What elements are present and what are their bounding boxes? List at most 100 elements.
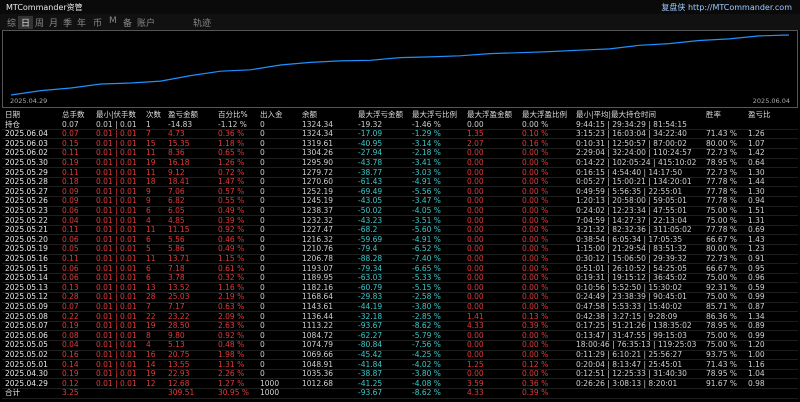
column-header: 日期 (5, 110, 20, 119)
row-separator (2, 397, 798, 399)
table-cell: 7.06 (168, 186, 185, 196)
table-cell: 持仓 (5, 119, 20, 129)
table-cell: 92.31 % (706, 282, 737, 292)
tab[interactable]: 周 (35, 19, 45, 29)
table-cell: 80.00 % (706, 138, 737, 148)
table-cell: 1.25 (467, 359, 484, 369)
column-header: 出入金 (260, 110, 283, 119)
table-cell: 77.78 % (706, 177, 737, 187)
row-separator (2, 176, 798, 178)
column-header: 最小|伏手数 (96, 110, 137, 119)
table-cell: 1.18 % (218, 138, 245, 148)
table-cell: 72.73 % (706, 167, 737, 177)
table-cell: 2025.04.30 (5, 369, 48, 379)
row-separator (2, 272, 798, 274)
equity-svg (10, 34, 790, 96)
table-cell: 0 (260, 292, 265, 302)
table-cell: 0.01 | 0.01 (96, 215, 137, 225)
table-cell: 0 (260, 302, 265, 311)
column-header: 最大浮盈金额 (467, 110, 512, 119)
table-cell: 0 (260, 254, 265, 263)
table-cell: 4.73 (168, 129, 185, 139)
table-cell: 1143.61 (302, 302, 334, 311)
table-cell: 0.96 (748, 273, 765, 283)
table-cell: 0:47:58 | 5:53:33 | 15:40:02 (576, 302, 683, 311)
table-cell: 0.13 % (522, 311, 549, 321)
table-cell: 0.95 (748, 263, 765, 273)
table-cell: 0.00 % (522, 167, 549, 177)
table-cell: 0.39 % (218, 215, 245, 225)
table-cell: 0.08 (62, 330, 79, 340)
table-cell: 28 (146, 292, 156, 302)
table-cell: 14 (146, 359, 156, 369)
table-cell: 2.19 % (218, 292, 245, 302)
table-cell: 1 (146, 119, 151, 129)
table-cell: 0.00 % (522, 244, 549, 254)
table-cell: 2025.05.14 (5, 273, 48, 283)
tab[interactable]: 日 (18, 16, 34, 29)
table-cell: -38.87 (358, 369, 383, 379)
table-cell: 0.00 (467, 340, 484, 350)
table-cell: 0.01 | 0.01 (96, 292, 137, 302)
tab[interactable]: 年 (77, 19, 87, 29)
table-cell: 0:24:49 | 23:38:39 | 90:45:01 (576, 292, 687, 302)
table-cell: 0.01 | 0.01 (96, 177, 137, 187)
table-cell: 19 (146, 369, 156, 379)
tab[interactable]: 综 (7, 19, 17, 29)
table-cell: 66.67 % (706, 263, 737, 273)
table-cell: 1.27 % (218, 378, 245, 388)
table-cell: 25.03 (168, 292, 190, 302)
table-cell: 91.67 % (706, 378, 737, 388)
row-separator (2, 234, 798, 236)
table-cell: 2025.06.02 (5, 148, 48, 158)
table-cell: 13.52 (168, 282, 190, 292)
table-cell: 0 (260, 282, 265, 292)
table-cell: 5.13 (168, 340, 185, 350)
equity-chart (2, 30, 798, 108)
table-cell: 1189.95 (302, 273, 334, 283)
table-cell: 0 (260, 206, 265, 215)
table-cell: -5.33 % (412, 273, 441, 283)
row-separator (2, 195, 798, 197)
table-cell: 0.00 % (522, 206, 549, 215)
tab[interactable]: 月 (49, 19, 59, 29)
table-cell: -5.15 % (412, 282, 441, 292)
table-cell: 1.35 (467, 129, 484, 139)
table-cell: 0.48 % (218, 340, 245, 350)
table-cell: 0.00 % (522, 196, 549, 206)
table-cell: 0.01 | 0.01 (96, 129, 137, 139)
table-cell: -44.19 (358, 302, 383, 311)
table-cell: 1.07 (748, 138, 765, 148)
table-cell: 0 (260, 225, 265, 235)
table-cell: -5.60 % (412, 225, 441, 235)
table-cell: 2025.05.23 (5, 206, 48, 215)
table-cell: 0.19 (62, 321, 79, 331)
table-cell: 2025.05.30 (5, 158, 48, 167)
table-cell: 0.16 % (522, 138, 549, 148)
table-cell: 1238.37 (302, 206, 334, 215)
tab[interactable]: 季 (63, 19, 73, 29)
table-cell: 0.00 % (522, 292, 549, 302)
table-cell: 0:49:59 | 5:56:35 | 22:55:01 (576, 186, 683, 196)
table-cell: 1324.34 (302, 119, 334, 129)
table-cell: 4 (146, 215, 151, 225)
table-cell: 1232.32 (302, 215, 334, 225)
table-cell: 1074.79 (302, 340, 334, 350)
row-separator (2, 301, 798, 303)
tab[interactable]: 备 (123, 19, 133, 29)
table-cell: -4.25 % (412, 350, 441, 359)
brand-link[interactable]: 复盘侠 http://MTCommander.com (661, 3, 792, 12)
table-cell: 2025.05.06 (5, 330, 48, 340)
table-cell: 0.01 | 0.01 (96, 186, 137, 196)
tab[interactable]: 币 (93, 19, 103, 29)
table-cell: 0.00 (467, 244, 484, 254)
table-cell: 0 (260, 340, 265, 350)
tab[interactable]: M (109, 16, 117, 26)
table-cell: 0 (260, 119, 265, 129)
table-cell: 0.13 (62, 282, 79, 292)
table-cell: 2025.05.22 (5, 215, 48, 225)
tab[interactable]: 轨迹 (193, 19, 212, 29)
row-separator (2, 167, 798, 169)
table-cell: 72.73 % (706, 148, 737, 158)
tab[interactable]: 账户 (137, 19, 156, 29)
